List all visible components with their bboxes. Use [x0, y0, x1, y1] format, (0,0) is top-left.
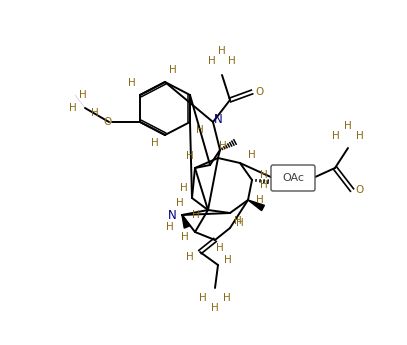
- FancyBboxPatch shape: [271, 165, 315, 191]
- Text: H: H: [186, 252, 194, 262]
- Text: H: H: [223, 293, 231, 303]
- Text: H: H: [91, 108, 99, 118]
- Text: H: H: [169, 65, 177, 75]
- Text: H: H: [219, 141, 227, 151]
- Text: H: H: [248, 150, 256, 160]
- Text: H: H: [166, 222, 174, 232]
- Text: H: H: [181, 232, 189, 242]
- Text: H: H: [79, 90, 87, 100]
- Text: OAc: OAc: [282, 173, 304, 183]
- Text: H: H: [128, 78, 136, 88]
- Text: H: H: [218, 46, 226, 56]
- Text: N: N: [168, 208, 176, 221]
- Polygon shape: [182, 215, 190, 228]
- Text: H: H: [199, 293, 207, 303]
- Text: H: H: [151, 138, 159, 148]
- Text: O: O: [103, 117, 111, 127]
- Text: O: O: [356, 185, 364, 195]
- Text: H: H: [192, 210, 200, 220]
- Text: H: H: [234, 216, 242, 226]
- Text: H: H: [224, 255, 232, 265]
- Text: H: H: [176, 198, 184, 208]
- Text: H: H: [208, 56, 216, 66]
- Text: H: H: [69, 103, 77, 113]
- Text: H: H: [332, 131, 340, 141]
- Text: H: H: [216, 243, 224, 253]
- Polygon shape: [248, 200, 265, 211]
- Text: H: H: [186, 151, 194, 161]
- Text: O: O: [256, 87, 264, 97]
- Text: H: H: [228, 56, 236, 66]
- Text: H: H: [236, 218, 244, 228]
- Text: H: H: [196, 125, 204, 135]
- Text: N: N: [214, 112, 222, 126]
- Text: H: H: [211, 303, 219, 313]
- Text: H: H: [344, 121, 352, 131]
- Text: H: H: [260, 170, 268, 180]
- Text: H: H: [260, 180, 268, 190]
- Text: H: H: [256, 195, 264, 205]
- Text: H: H: [180, 183, 188, 193]
- Text: H: H: [356, 131, 364, 141]
